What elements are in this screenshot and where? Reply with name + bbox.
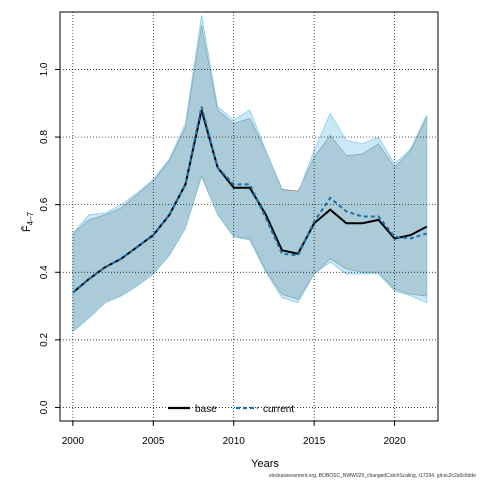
series-lines [72,106,428,294]
confidence-bands [72,15,428,333]
y-tick-label: 0.8 [39,130,50,144]
y-tick-label: 0.0 [39,400,50,414]
plot-frame [59,11,439,422]
x-tick-label: 2020 [383,436,406,447]
current-confidence-band [72,15,428,333]
current-line [72,106,428,294]
svg-text:F̄4–7: F̄4–7 [20,211,35,232]
x-tick-label: 2000 [62,436,85,447]
y-tick-label: 1.0 [39,62,50,76]
axis-ticks: 2000 2005 2010 2015 2020 0.0 0.2 0.4 0.6 0.8 1.0 [39,62,406,447]
y-axis-title-sub: 4–7 [26,211,35,225]
grid-lines [60,12,438,421]
x-tick-label: 2010 [223,436,246,447]
y-axis-title: F̄4–7 [20,211,35,232]
x-tick-label: 2005 [142,436,165,447]
x-tick-label: 2015 [303,436,326,447]
y-tick-label: 0.6 [39,197,50,211]
legend-current-label: current [263,404,294,415]
y-tick-label: 0.4 [39,265,50,279]
x-axis-title: Years [251,458,279,470]
y-axis-title-main: F̄ [20,225,33,232]
legend: base current [168,404,294,415]
legend-base-label: base [195,404,217,415]
y-tick-label: 0.2 [39,332,50,346]
footer-text: stockassessment.org, BOBOSC_NWW025_chang… [269,473,476,479]
